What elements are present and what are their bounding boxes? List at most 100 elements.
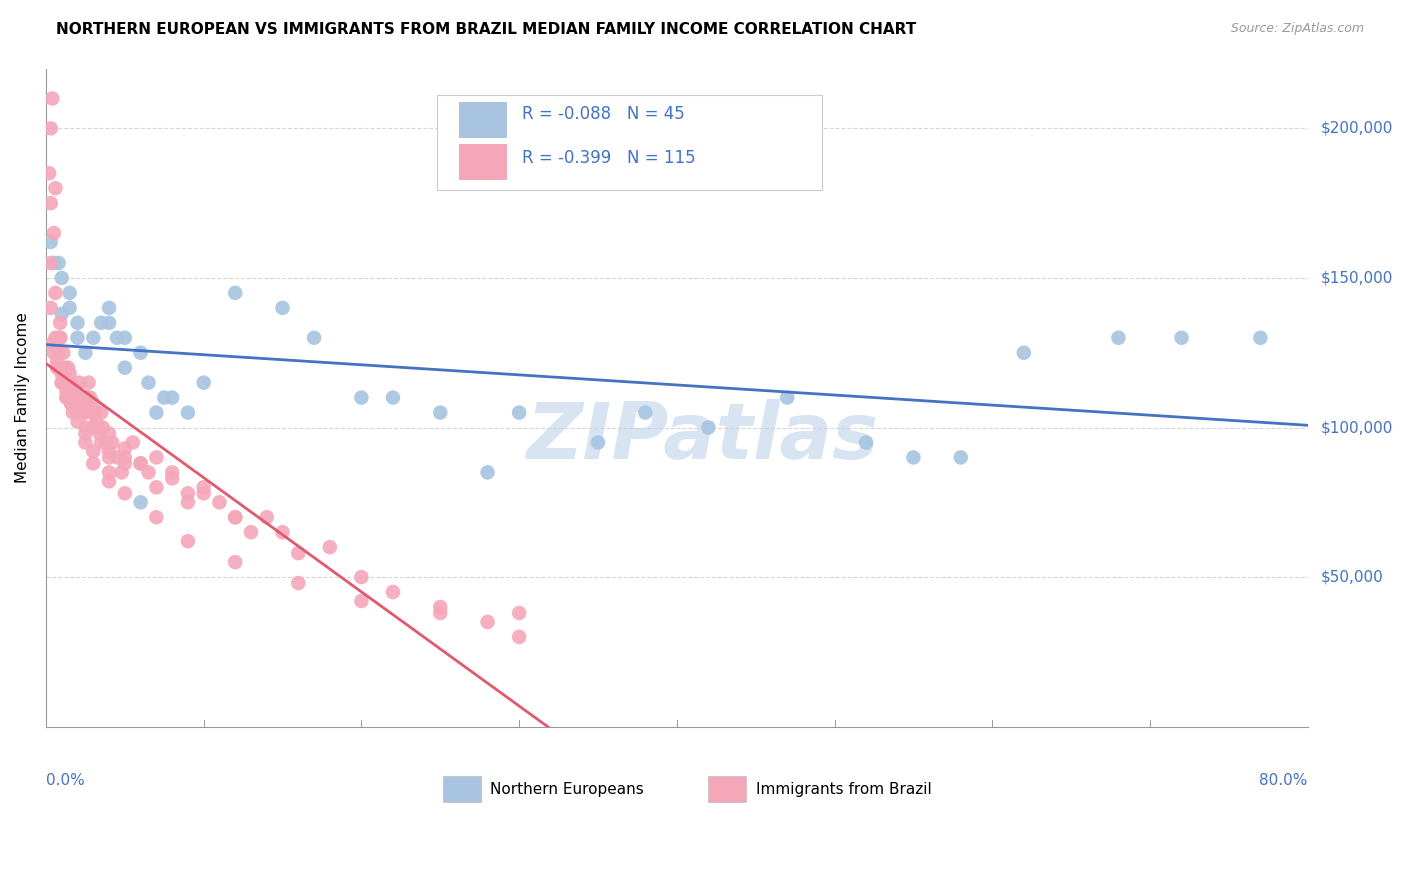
Point bbox=[44, 331, 66, 345]
Point bbox=[52, 345, 75, 359]
Point bbox=[98, 316, 121, 330]
Point bbox=[48, 256, 70, 270]
Point bbox=[697, 420, 720, 434]
FancyBboxPatch shape bbox=[443, 776, 481, 802]
Point bbox=[59, 285, 82, 300]
Point bbox=[80, 405, 103, 419]
Point bbox=[48, 345, 70, 359]
Point bbox=[44, 181, 66, 195]
Point bbox=[98, 475, 121, 489]
Point bbox=[177, 495, 200, 509]
Point bbox=[41, 91, 63, 105]
Point bbox=[114, 331, 136, 345]
Text: R = -0.088   N = 45: R = -0.088 N = 45 bbox=[522, 105, 685, 123]
Point bbox=[42, 226, 65, 240]
Point bbox=[855, 435, 877, 450]
Point bbox=[49, 331, 72, 345]
Point bbox=[129, 495, 152, 509]
Point bbox=[66, 391, 89, 405]
Point bbox=[67, 376, 90, 390]
Text: $100,000: $100,000 bbox=[1320, 420, 1393, 435]
Point bbox=[82, 405, 104, 419]
Point bbox=[508, 606, 530, 620]
Point bbox=[177, 534, 200, 549]
Point bbox=[48, 360, 70, 375]
Point bbox=[98, 444, 121, 458]
Point bbox=[477, 466, 499, 480]
Point bbox=[114, 450, 136, 465]
Point bbox=[94, 435, 117, 450]
Point bbox=[60, 396, 83, 410]
Point bbox=[138, 466, 160, 480]
Point bbox=[98, 450, 121, 465]
FancyBboxPatch shape bbox=[437, 95, 823, 190]
Point bbox=[82, 444, 104, 458]
Point bbox=[46, 354, 69, 368]
Point bbox=[429, 599, 451, 614]
Text: Immigrants from Brazil: Immigrants from Brazil bbox=[756, 781, 932, 797]
Point bbox=[208, 495, 231, 509]
Point bbox=[62, 405, 84, 419]
Point bbox=[90, 316, 112, 330]
Point bbox=[138, 376, 160, 390]
Point bbox=[634, 405, 657, 419]
Point bbox=[160, 391, 183, 405]
Point bbox=[59, 301, 82, 315]
Y-axis label: Median Family Income: Median Family Income bbox=[15, 312, 30, 483]
Point bbox=[177, 486, 200, 500]
Text: NORTHERN EUROPEAN VS IMMIGRANTS FROM BRAZIL MEDIAN FAMILY INCOME CORRELATION CHA: NORTHERN EUROPEAN VS IMMIGRANTS FROM BRA… bbox=[56, 22, 917, 37]
Point bbox=[39, 235, 62, 249]
Point bbox=[59, 376, 82, 390]
Point bbox=[55, 391, 77, 405]
Point bbox=[75, 420, 97, 434]
Point bbox=[39, 121, 62, 136]
Point bbox=[42, 256, 65, 270]
Point bbox=[121, 435, 143, 450]
Point bbox=[38, 166, 60, 180]
Point bbox=[1249, 331, 1271, 345]
Point bbox=[41, 336, 63, 351]
Point bbox=[66, 405, 89, 419]
Point bbox=[79, 391, 101, 405]
Point bbox=[101, 435, 124, 450]
Point bbox=[319, 540, 342, 554]
Point bbox=[240, 525, 263, 540]
Point bbox=[39, 196, 62, 211]
Point bbox=[82, 396, 104, 410]
Point bbox=[65, 384, 87, 399]
Point bbox=[1170, 331, 1192, 345]
Point bbox=[53, 367, 76, 381]
Point bbox=[145, 405, 167, 419]
Point bbox=[51, 367, 73, 381]
Point bbox=[86, 415, 108, 429]
Point bbox=[1012, 345, 1035, 359]
Point bbox=[66, 415, 89, 429]
Point bbox=[63, 382, 86, 396]
Text: 80.0%: 80.0% bbox=[1260, 772, 1308, 788]
Text: $150,000: $150,000 bbox=[1320, 270, 1393, 285]
Point bbox=[59, 367, 82, 381]
Point bbox=[75, 435, 97, 450]
Point bbox=[76, 391, 98, 405]
Point bbox=[145, 450, 167, 465]
FancyBboxPatch shape bbox=[709, 776, 747, 802]
Point bbox=[129, 345, 152, 359]
Text: ZIPatlas: ZIPatlas bbox=[526, 399, 879, 475]
Point bbox=[55, 384, 77, 399]
Point bbox=[145, 480, 167, 494]
Point bbox=[224, 510, 246, 524]
Point bbox=[44, 285, 66, 300]
Point bbox=[145, 510, 167, 524]
Point bbox=[53, 360, 76, 375]
Point bbox=[193, 480, 215, 494]
Point bbox=[75, 405, 97, 419]
Point bbox=[903, 450, 925, 465]
Point bbox=[114, 457, 136, 471]
Text: $50,000: $50,000 bbox=[1320, 570, 1384, 584]
Point bbox=[224, 510, 246, 524]
Point bbox=[193, 376, 215, 390]
Point bbox=[153, 391, 176, 405]
Point bbox=[49, 316, 72, 330]
Point bbox=[82, 420, 104, 434]
Point bbox=[51, 307, 73, 321]
